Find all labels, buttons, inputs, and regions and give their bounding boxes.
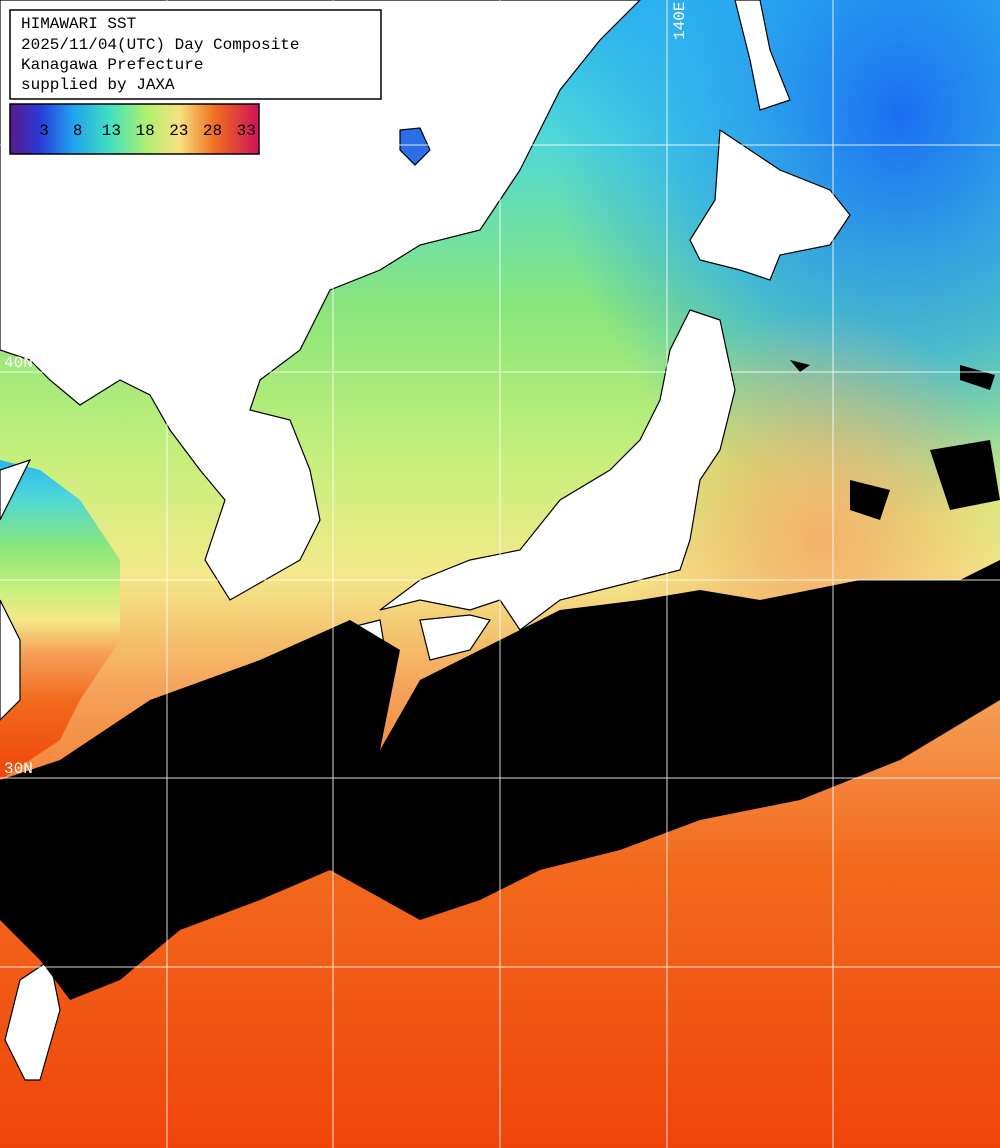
colorbar-labels: 3 8 13 18 23 28 33 <box>39 122 256 140</box>
yellow-sea <box>0 460 120 780</box>
hokkaido <box>689 128 851 281</box>
lon-label: 140E <box>671 2 689 40</box>
colorbar-label: 8 <box>73 122 83 140</box>
header-line: 2025/11/04(UTC) Day Composite <box>21 36 299 54</box>
colorbar-label: 13 <box>102 122 121 140</box>
colorbar-label: 28 <box>203 122 222 140</box>
header-line: supplied by JAXA <box>21 76 175 94</box>
lake <box>399 127 431 166</box>
honshu <box>379 309 736 631</box>
colorbar <box>9 103 260 155</box>
header-box <box>9 9 382 100</box>
lat-label: 30N <box>4 760 33 778</box>
header: HIMAWARI SST 2025/11/04(UTC) Day Composi… <box>21 15 299 94</box>
header-line: HIMAWARI SST <box>21 15 136 33</box>
lat-label: 40N <box>4 354 33 372</box>
colorbar-label: 18 <box>135 122 154 140</box>
header-line: Kanagawa Prefecture <box>21 56 203 74</box>
cloud-patches <box>790 360 1000 520</box>
shikoku <box>419 614 491 661</box>
colorbar-label: 23 <box>169 122 188 140</box>
sakhalin <box>734 0 791 111</box>
colorbar-label: 33 <box>237 122 256 140</box>
colorbar-label: 3 <box>39 122 49 140</box>
